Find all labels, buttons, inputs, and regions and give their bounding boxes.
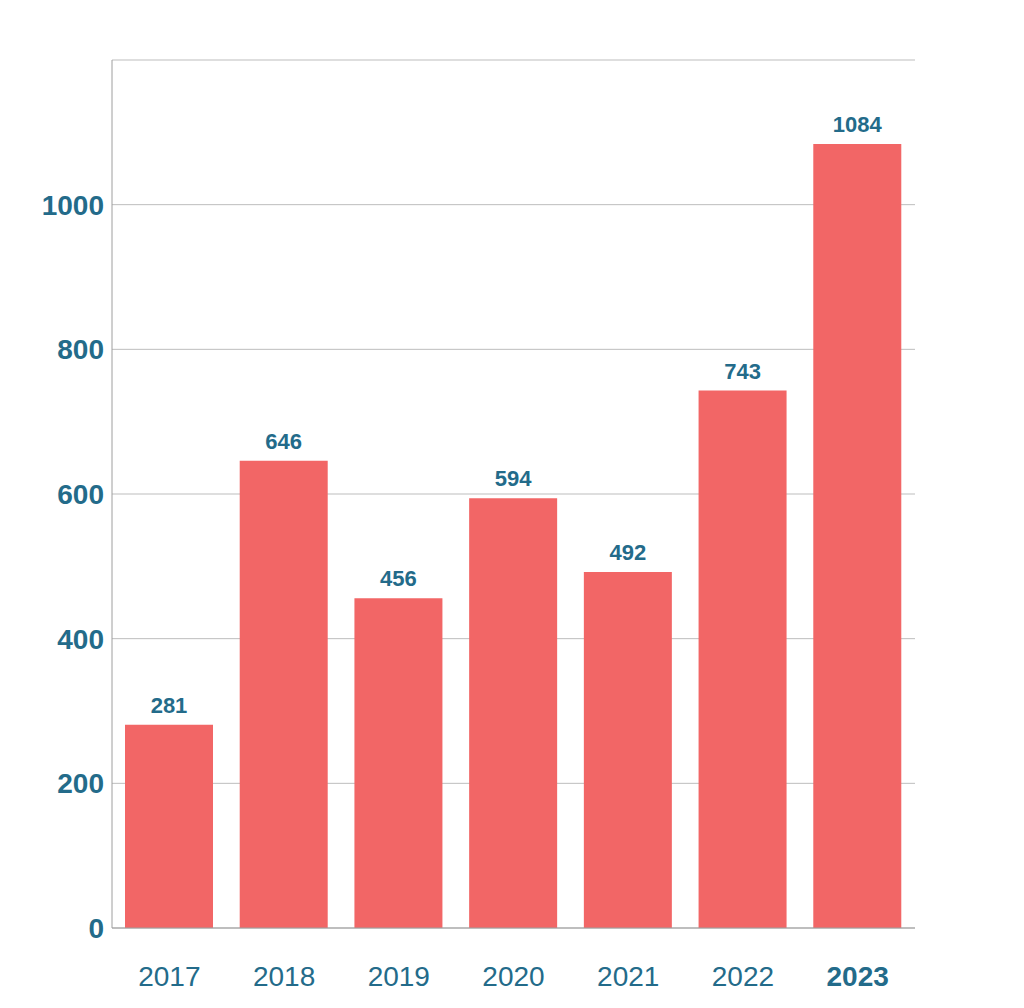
- svg-text:200: 200: [57, 768, 104, 799]
- svg-text:456: 456: [380, 566, 417, 591]
- svg-text:646: 646: [265, 429, 302, 454]
- svg-text:2018: 2018: [253, 961, 315, 992]
- svg-text:1084: 1084: [833, 112, 883, 137]
- svg-text:281: 281: [151, 693, 188, 718]
- svg-text:2022: 2022: [712, 961, 774, 992]
- svg-text:594: 594: [495, 466, 532, 491]
- svg-text:2020: 2020: [482, 961, 544, 992]
- svg-text:2023: 2023: [826, 961, 888, 992]
- svg-text:600: 600: [57, 479, 104, 510]
- svg-text:2019: 2019: [368, 961, 430, 992]
- svg-text:800: 800: [57, 334, 104, 365]
- svg-text:2017: 2017: [138, 961, 200, 992]
- svg-text:2021: 2021: [597, 961, 659, 992]
- svg-text:1000: 1000: [42, 190, 104, 221]
- svg-text:400: 400: [57, 624, 104, 655]
- svg-text:0: 0: [88, 913, 104, 944]
- svg-text:743: 743: [724, 359, 761, 384]
- svg-text:492: 492: [609, 540, 646, 565]
